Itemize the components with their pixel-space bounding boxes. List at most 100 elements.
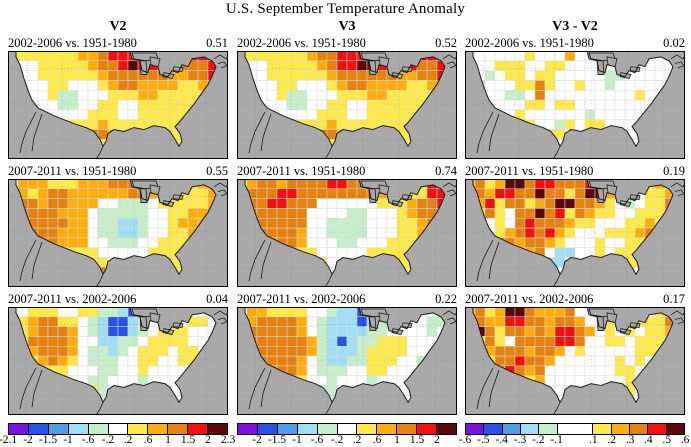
panel-v3-row3: 2007-2011 vs. 2002-2006 0.22 <box>237 292 457 415</box>
anomaly-cell <box>634 90 646 101</box>
anomaly-cell <box>326 237 338 248</box>
anomaly-cell <box>554 51 566 62</box>
colorbar-tick-label: .6 <box>143 434 153 446</box>
anomaly-cell <box>316 326 328 337</box>
anomaly-cell <box>316 70 328 81</box>
anomaly-cell <box>346 355 358 367</box>
colorbar-segment <box>520 424 540 434</box>
anomaly-cell <box>346 326 358 337</box>
anomaly-cell <box>574 119 586 130</box>
anomaly-cell <box>296 326 308 337</box>
map-diff-2002-2006-vs-1951-1980 <box>465 51 685 159</box>
anomaly-cell <box>77 188 89 199</box>
anomaly-cell <box>504 179 516 190</box>
anomaly-cell <box>484 307 496 318</box>
anomaly-cell <box>296 188 308 199</box>
panel-mean-value: 0.55 <box>206 164 228 178</box>
anomaly-cell <box>584 90 596 101</box>
anomaly-cell <box>47 198 59 209</box>
anomaly-cell <box>306 51 318 62</box>
anomaly-cell <box>157 227 169 239</box>
anomaly-cell <box>574 346 586 357</box>
anomaly-cell <box>504 188 516 199</box>
map-v3-2007-2011-vs-2002-2006 <box>237 307 457 415</box>
anomaly-cell <box>406 90 418 101</box>
neighbor-coastline <box>95 274 104 287</box>
anomaly-cell <box>316 355 328 367</box>
colorbar-tick-label: -1 <box>292 434 302 446</box>
anomaly-cell <box>296 60 308 71</box>
anomaly-cell <box>187 346 199 357</box>
anomaly-cell <box>504 70 516 81</box>
anomaly-cell <box>326 80 338 91</box>
anomaly-cell <box>127 188 139 199</box>
anomaly-cell <box>27 326 39 337</box>
panel-mean-value: 0.51 <box>206 36 228 50</box>
anomaly-cell <box>77 237 89 248</box>
anomaly-cell <box>107 51 119 62</box>
anomaly-cell <box>326 316 338 327</box>
anomaly-cell <box>276 51 288 62</box>
anomaly-cell <box>266 51 278 62</box>
anomaly-cell <box>604 90 616 101</box>
anomaly-cell <box>474 179 486 190</box>
neighbor-coastline <box>248 111 266 154</box>
map-v2-2002-2006-vs-1951-1980 <box>8 51 228 159</box>
anomaly-cell <box>336 60 348 71</box>
anomaly-cell <box>87 99 99 111</box>
panel-mean-value: 0.19 <box>663 164 685 178</box>
anomaly-cell <box>574 188 586 199</box>
anomaly-cell <box>306 326 318 337</box>
graticule-grid <box>465 51 685 159</box>
anomaly-cell <box>604 346 616 357</box>
anomaly-cell <box>286 307 298 318</box>
colorbar-tick-label: .5 <box>662 434 671 446</box>
anomaly-cell <box>554 109 566 120</box>
anomaly-cell <box>256 80 268 91</box>
anomaly-cell <box>376 355 388 367</box>
anomaly-cell <box>574 355 586 367</box>
anomaly-cell <box>564 90 576 101</box>
anomaly-cell <box>87 326 99 337</box>
anomaly-cell <box>316 99 328 111</box>
anomaly-cell <box>514 90 526 101</box>
anomaly-cell <box>197 198 209 209</box>
anomaly-cell <box>604 365 616 376</box>
colorbar-tick-label: 1.5 <box>180 434 196 446</box>
anomaly-cell <box>157 237 169 248</box>
anomaly-cell <box>574 80 586 91</box>
anomaly-cell <box>97 99 109 111</box>
anomaly-cell <box>147 208 159 219</box>
anomaly-cell <box>187 198 199 209</box>
anomaly-cell <box>514 227 526 239</box>
anomaly-cell <box>57 307 69 318</box>
anomaly-cell <box>107 316 119 327</box>
anomaly-cell <box>356 227 368 239</box>
anomaly-cell <box>27 316 39 327</box>
anomaly-cell <box>306 218 318 229</box>
anomaly-cell <box>256 188 268 199</box>
anomaly-cell <box>77 346 89 357</box>
colorbar-v3-v2-labels: -.6 -.5 -.4 -.3 -.2 -.1 .1 .2 .3 .4 .5 .6 <box>459 434 690 446</box>
anomaly-cell <box>117 346 129 357</box>
anomaly-cell <box>117 208 129 219</box>
anomaly-cell <box>97 70 109 81</box>
anomaly-cell <box>644 70 656 81</box>
anomaly-cell <box>554 375 566 386</box>
anomaly-cell <box>634 218 646 229</box>
anomaly-cell <box>484 208 496 219</box>
anomaly-cell <box>396 80 408 91</box>
anomaly-cell <box>167 355 179 367</box>
anomaly-cell <box>514 70 526 81</box>
anomaly-cell <box>554 99 566 111</box>
anomaly-cell <box>117 237 129 248</box>
colorbar-segment <box>593 424 612 434</box>
anomaly-cell <box>624 80 636 91</box>
anomaly-cell <box>426 326 438 337</box>
anomaly-cell <box>167 109 179 120</box>
anomaly-cell <box>117 247 129 258</box>
anomaly-cell <box>574 336 586 347</box>
anomaly-cell <box>47 227 59 239</box>
anomaly-cell <box>356 70 368 81</box>
anomaly-cell <box>276 70 288 81</box>
